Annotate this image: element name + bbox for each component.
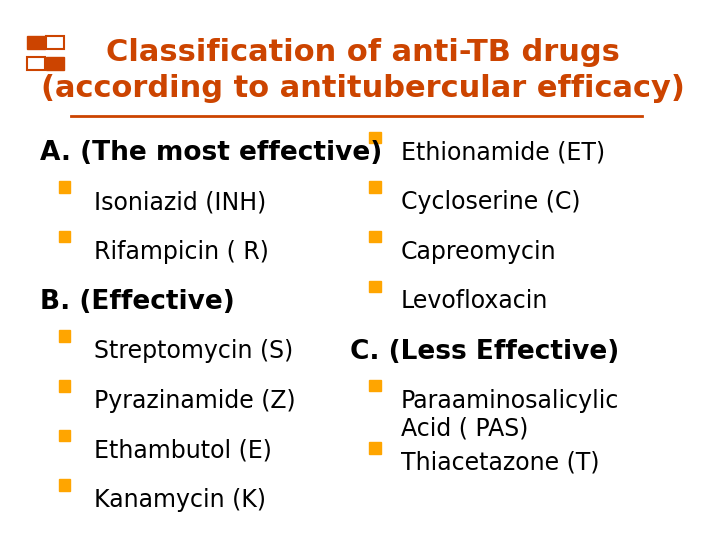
Text: Ethionamide (ET): Ethionamide (ET) (401, 140, 606, 164)
FancyBboxPatch shape (369, 281, 381, 292)
Text: A. (The most effective): A. (The most effective) (40, 140, 382, 166)
Text: Rifampicin ( R): Rifampicin ( R) (94, 240, 269, 264)
Text: C. (Less Effective): C. (Less Effective) (351, 339, 620, 365)
FancyBboxPatch shape (369, 132, 381, 143)
Text: Kanamycin (K): Kanamycin (K) (94, 488, 266, 512)
Text: B. (Effective): B. (Effective) (40, 289, 235, 315)
Text: Cycloserine (C): Cycloserine (C) (401, 190, 580, 214)
Text: Streptomycin (S): Streptomycin (S) (94, 339, 293, 363)
Text: Capreomycin: Capreomycin (401, 240, 557, 264)
FancyBboxPatch shape (58, 181, 70, 193)
Text: Paraaminosalicylic
Acid ( PAS): Paraaminosalicylic Acid ( PAS) (401, 389, 619, 441)
FancyBboxPatch shape (46, 36, 64, 49)
Text: Isoniazid (INH): Isoniazid (INH) (94, 190, 266, 214)
Text: Ethambutol (E): Ethambutol (E) (94, 438, 271, 462)
FancyBboxPatch shape (58, 330, 70, 342)
Text: Levofloxacin: Levofloxacin (401, 289, 549, 313)
FancyBboxPatch shape (58, 231, 70, 242)
FancyBboxPatch shape (58, 430, 70, 441)
FancyBboxPatch shape (58, 480, 70, 491)
FancyBboxPatch shape (46, 57, 64, 70)
Text: Classification of anti-TB drugs
(according to antitubercular efficacy): Classification of anti-TB drugs (accordi… (41, 38, 685, 103)
FancyBboxPatch shape (58, 380, 70, 392)
Text: Pyrazinamide (Z): Pyrazinamide (Z) (94, 389, 295, 413)
FancyBboxPatch shape (27, 57, 45, 70)
Text: Thiacetazone (T): Thiacetazone (T) (401, 451, 600, 475)
FancyBboxPatch shape (369, 231, 381, 242)
FancyBboxPatch shape (369, 181, 381, 193)
FancyBboxPatch shape (369, 442, 381, 454)
FancyBboxPatch shape (27, 36, 45, 49)
FancyBboxPatch shape (369, 380, 381, 392)
